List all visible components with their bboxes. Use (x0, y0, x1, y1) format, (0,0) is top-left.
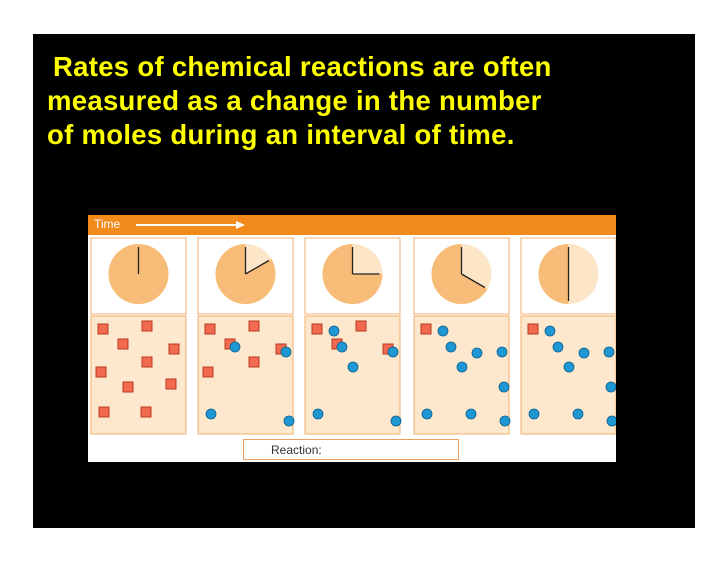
reactant-particle (527, 323, 539, 335)
reactant-particle (165, 378, 177, 390)
legend-box: Reaction: (243, 439, 459, 460)
product-particle (437, 325, 449, 337)
product-particle (312, 408, 324, 420)
clock-hand-current (245, 259, 270, 275)
reactant-particle (420, 323, 432, 335)
reactant-particle (97, 323, 109, 335)
product-particle (563, 361, 575, 373)
legend-label: Reaction: (271, 443, 322, 457)
reaction-rate-figure: Time Reaction: (88, 215, 616, 462)
reactant-particle (95, 366, 107, 378)
product-particle (498, 381, 510, 393)
reactant-particle (98, 406, 110, 418)
reactant-particle (355, 320, 367, 332)
diagram-drawing (90, 221, 616, 456)
product-particle (552, 341, 564, 353)
product-particle (280, 346, 292, 358)
reactant-particle (141, 320, 153, 332)
product-particle (347, 361, 359, 373)
product-particle (328, 325, 340, 337)
product-particle (336, 341, 348, 353)
product-particle (603, 346, 615, 358)
time-arrow-head (236, 221, 245, 229)
product-particle (229, 341, 241, 353)
product-particle (205, 408, 217, 420)
product-particle (283, 415, 295, 427)
reactant-particle (248, 356, 260, 368)
reactant-particle (204, 323, 216, 335)
time-bar: Time (88, 215, 616, 235)
product-particle (471, 347, 483, 359)
product-particle (544, 325, 556, 337)
reactant-particle (202, 366, 214, 378)
product-particle (499, 415, 511, 427)
clock-filled (431, 244, 488, 304)
reactant-particle (141, 356, 153, 368)
time-label: Time (94, 217, 121, 231)
reactant-particle (248, 320, 260, 332)
product-particle (465, 408, 477, 420)
clock-filled (538, 244, 569, 304)
reactant-particle (117, 338, 129, 350)
product-particle (390, 415, 402, 427)
title-line-3: of moles during an interval of time. (47, 119, 515, 150)
product-particle (456, 361, 468, 373)
clock-hand-current (461, 273, 486, 289)
product-particle (572, 408, 584, 420)
product-particle (496, 346, 508, 358)
slide-title: Rates of chemical reactions are often me… (47, 50, 667, 152)
product-particle (421, 408, 433, 420)
product-particle (445, 341, 457, 353)
product-particle (578, 347, 590, 359)
reactant-particle (140, 406, 152, 418)
reactant-particle (168, 343, 180, 355)
product-particle (528, 408, 540, 420)
reactant-particle (311, 323, 323, 335)
title-line-2: measured as a change in the number (47, 85, 542, 116)
product-particle (387, 346, 399, 358)
reactant-particle (122, 381, 134, 393)
product-particle (605, 381, 616, 393)
product-particle (606, 415, 616, 427)
title-line-1: Rates of chemical reactions are often (53, 51, 552, 82)
